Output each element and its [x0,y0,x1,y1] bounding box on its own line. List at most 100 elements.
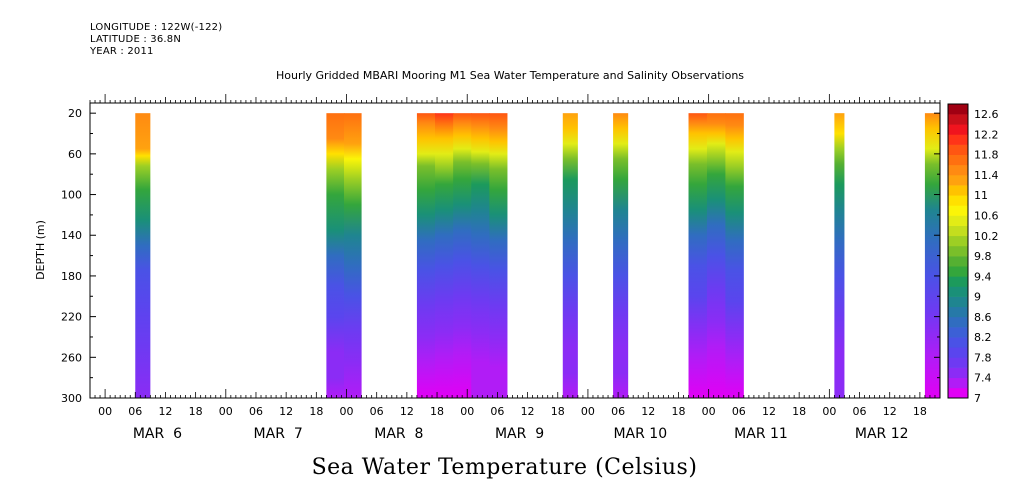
x-day-label: MAR 12 [855,426,909,442]
x-hour-label: 18 [189,405,203,418]
colorbar-swatch [948,104,968,115]
temperature-column [416,113,436,399]
colorbar-swatch [948,256,968,267]
colorbar-swatch [948,286,968,297]
temperature-column [326,113,345,399]
colorbar-swatch [948,154,968,166]
colorbar-label: 11.8 [974,149,999,162]
colorbar-swatch [948,337,968,348]
x-hour-label: 18 [551,405,565,418]
x-hour-label: 18 [671,405,685,418]
colorbar-swatch [948,235,968,247]
colorbar-label: 8.2 [974,331,992,344]
colorbar-swatch [948,134,968,145]
temperature-column [562,113,578,399]
x-hour-label: 06 [490,405,504,418]
colorbar-swatch [948,357,968,368]
temperature-column [613,113,629,399]
x-hour-label: 00 [98,405,112,418]
x-hour-label: 00 [340,405,354,418]
x-hour-label: 12 [762,405,776,418]
x-hour-label: 00 [822,405,836,418]
latitude-label: LATITUDE : 36.8N [90,34,182,45]
colorbar-swatch [948,205,968,216]
x-hour-label: 06 [370,405,384,418]
colorbar-label: 10.2 [974,230,999,243]
temperature-column [924,113,940,399]
x-hour-label: 12 [279,405,293,418]
colorbar-swatch [948,144,968,155]
colorbar-label: 7.8 [974,351,992,364]
x-hour-label: 06 [853,405,867,418]
colorbar-swatch [948,185,968,196]
x-hour-label: 18 [913,405,927,418]
x-hour-label: 06 [249,405,263,418]
colorbar-label: 12.2 [974,128,999,141]
x-hour-label: 18 [309,405,323,418]
colorbar-label: 7 [974,392,981,405]
colorbar-swatch [948,164,968,176]
temperature-column [834,113,845,399]
colorbar-swatch [948,276,968,287]
colorbar-swatch [948,387,968,399]
colorbar-label: 11 [974,189,988,202]
x-hour-label: 00 [581,405,595,418]
x-hour-label: 18 [430,405,444,418]
colorbar-swatch [948,114,968,125]
x-day-label: MAR 11 [734,426,788,442]
x-hour-label: 12 [158,405,172,418]
x-hour-label: 06 [611,405,625,418]
temperature-column [471,113,490,399]
colorbar-swatch [948,347,968,358]
colorbar-frame [947,103,969,399]
x-hour-label: 00 [702,405,716,418]
temperature-column [453,113,472,399]
colorbar-swatch [948,316,968,328]
x-hour-label: 00 [460,405,474,418]
colorbar-swatch [948,327,968,338]
colorbar-label: 10.6 [974,210,999,223]
temperature-column [725,113,744,399]
y-tick-label: 180 [61,270,82,283]
temperature-column [435,113,454,399]
x-hour-label: 06 [732,405,746,418]
colorbar-label: 9.8 [974,250,992,263]
x-hour-label: 12 [521,405,535,418]
y-tick-label: 20 [68,107,82,120]
x-hour-label: 06 [128,405,142,418]
colorbar-label: 12.6 [974,108,999,121]
colorbar-label: 9 [974,291,981,304]
x-day-label: MAR 10 [613,426,667,442]
temperature-column [688,113,708,399]
x-day-label: MAR 9 [495,426,544,442]
colorbar-swatch [948,195,968,206]
x-hour-label: 12 [883,405,897,418]
bottom-title: Sea Water Temperature (Celsius) [311,455,698,480]
x-hour-label: 18 [792,405,806,418]
plot-data-layer [135,113,940,399]
colorbar-label: 7.4 [974,372,992,385]
colorbar-swatch [948,266,968,277]
y-tick-label: 300 [61,392,82,405]
y-tick-label: 220 [61,311,82,324]
x-hour-label: 00 [219,405,233,418]
axes-layer: 20 60 100 140 180 220 260 300 00 06 12 18 00 06 12 18 00… [61,94,941,442]
temperature-column [135,113,151,399]
x-hour-label: 12 [400,405,414,418]
plot-frame [89,102,941,399]
longitude-label: LONGITUDE : 122W(-122) [90,22,223,33]
temperature-column [706,113,726,399]
colorbar-swatch [948,215,968,226]
colorbar-label: 9.4 [974,270,992,283]
colorbar-swatch [948,306,968,318]
colorbar: 12.6 12.2 11.8 11.4 11 10.6 10.2 9.8 9.4 9 8.6 8.2 7… [947,103,999,405]
year-label: YEAR : 2011 [90,46,154,57]
x-day-label: MAR 6 [133,426,182,442]
colorbar-label: 8.6 [974,311,992,324]
y-tick-label: 60 [68,148,82,161]
colorbar-label: 11.4 [974,169,999,182]
colorbar-swatch [948,377,968,389]
y-tick-label: 260 [61,351,82,364]
colorbar-swatch [948,174,968,186]
